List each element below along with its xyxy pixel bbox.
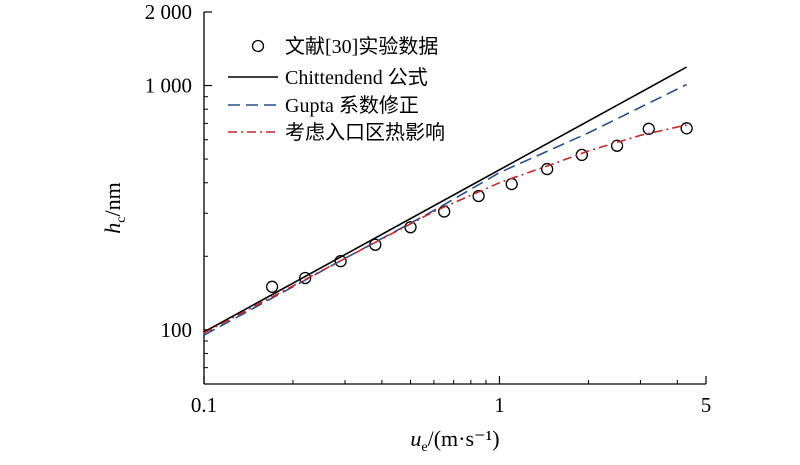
legend: 文献[30]实验数据 Chittendend 公式 Gupta 系数修正考虑入口区热… bbox=[228, 35, 445, 144]
legend-marker bbox=[251, 39, 265, 53]
data-point bbox=[680, 122, 693, 135]
data-point bbox=[505, 177, 518, 191]
x-axis-label: ue/(m·s⁻¹) bbox=[410, 426, 499, 455]
series-line-3 bbox=[203, 124, 687, 334]
legend-label: Gupta 系数修正 bbox=[285, 94, 419, 117]
axis-frame bbox=[203, 12, 706, 385]
data-point bbox=[610, 139, 624, 152]
x-tick-label: 1 bbox=[494, 393, 505, 417]
x-tick-label: 0.1 bbox=[191, 393, 217, 417]
legend-label: Chittendend 公式 bbox=[285, 66, 428, 89]
legend-label: 考虑入口区热影响 bbox=[285, 121, 445, 144]
data-point bbox=[642, 122, 655, 135]
series-layer bbox=[203, 66, 693, 336]
y-tick-label: 1 000 bbox=[145, 74, 192, 98]
data-point bbox=[541, 162, 554, 176]
legend-label: 文献[30]实验数据 bbox=[285, 35, 438, 58]
data-point bbox=[265, 280, 279, 293]
x-axis-ticks: 0.1 1 5 bbox=[191, 376, 711, 417]
y-tick-label: 100 bbox=[161, 318, 193, 342]
plot-area: 0.1 1 5 100 1 000 2 000 文献[30]实验数据 Chittenden… bbox=[145, 0, 712, 417]
y-axis-label: hc/nm bbox=[100, 182, 129, 233]
y-axis-ticks: 100 1 000 2 000 bbox=[145, 0, 212, 369]
x-tick-label: 5 bbox=[701, 393, 712, 417]
series-line-2 bbox=[203, 83, 687, 336]
y-tick-label: 2 000 bbox=[145, 0, 192, 24]
series-line-1 bbox=[203, 66, 687, 333]
